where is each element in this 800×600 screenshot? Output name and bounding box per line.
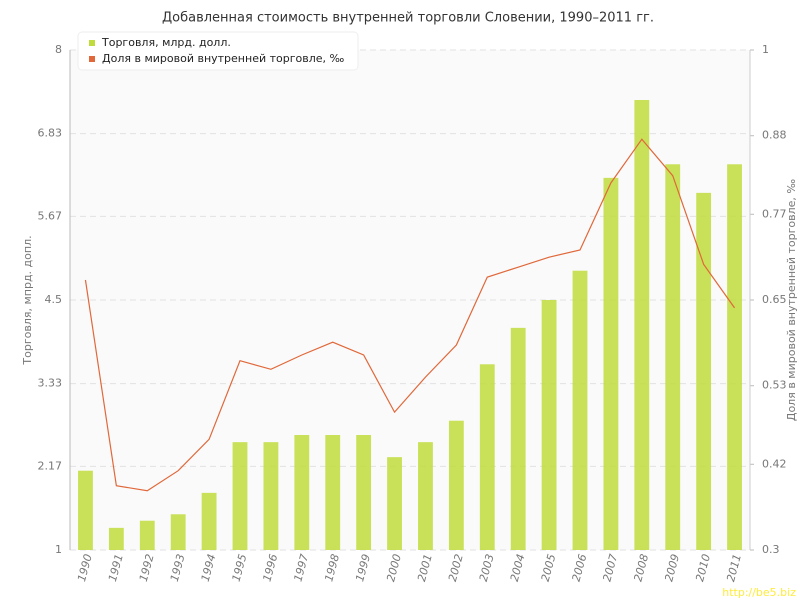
bar bbox=[696, 192, 712, 550]
x-tick-label: 2010 bbox=[693, 553, 713, 583]
x-tick-label: 1990 bbox=[75, 553, 95, 583]
y2-axis-label: Доля в мировой внутренней торговле, ‰ bbox=[785, 179, 798, 422]
y2-tick-label: 0.3 bbox=[762, 543, 780, 556]
x-tick-label: 1992 bbox=[137, 553, 157, 583]
x-tick-label: 1999 bbox=[353, 553, 373, 583]
bar bbox=[603, 177, 619, 550]
x-tick-label: 2003 bbox=[477, 553, 497, 583]
bar bbox=[170, 514, 186, 550]
bar bbox=[78, 470, 93, 550]
x-tick-label: 2011 bbox=[724, 553, 744, 583]
legend: Торговля, млрд. долл. Доля в мировой внут… bbox=[77, 31, 359, 71]
bar bbox=[294, 435, 310, 550]
x-tick-label: 2004 bbox=[508, 553, 528, 583]
bar bbox=[387, 457, 402, 550]
bar bbox=[325, 435, 341, 550]
y2-tick-label: 0.88 bbox=[762, 129, 787, 142]
y2-tick-label: 1 bbox=[762, 43, 769, 56]
bar bbox=[572, 270, 588, 550]
y-axis-label: Торговля, мпрд. допл. bbox=[21, 235, 34, 365]
bar bbox=[634, 100, 650, 550]
bar bbox=[541, 300, 557, 550]
y-tick-label: 5.67 bbox=[38, 209, 63, 222]
bar bbox=[232, 442, 248, 550]
x-tick-label: 2006 bbox=[570, 553, 590, 583]
x-tick-label: 1991 bbox=[106, 553, 126, 583]
x-tick-label: 1995 bbox=[230, 553, 250, 583]
bar bbox=[139, 520, 155, 550]
legend-label: Торговля, млрд. долл. bbox=[101, 36, 231, 49]
bar bbox=[510, 327, 526, 550]
y-tick-label: 6.83 bbox=[38, 127, 63, 140]
legend-label: Доля в мировой внутренней торговле, ‰ bbox=[102, 52, 345, 65]
y-tick-label: 2.17 bbox=[38, 459, 63, 472]
chart-title: Добавленная стоимость внутренней торговл… bbox=[162, 11, 654, 26]
y2-tick-label: 0.42 bbox=[762, 457, 787, 470]
y-tick-label: 8 bbox=[55, 43, 62, 56]
bar bbox=[263, 442, 279, 550]
x-tick-label: 2001 bbox=[415, 553, 435, 583]
x-tick-label: 1996 bbox=[261, 553, 281, 583]
bar bbox=[727, 164, 742, 551]
y2-tick-label: 0.53 bbox=[762, 379, 787, 392]
x-tick-label: 2000 bbox=[384, 553, 404, 583]
y-tick-label: 1 bbox=[55, 543, 62, 556]
y2-tick-label: 0.77 bbox=[762, 207, 787, 220]
x-tick-label: 1994 bbox=[199, 553, 219, 583]
bar bbox=[356, 435, 372, 550]
x-tick-label: 2008 bbox=[631, 553, 651, 583]
x-tick-label: 2009 bbox=[662, 553, 682, 583]
bar bbox=[448, 420, 464, 550]
bar bbox=[479, 364, 495, 550]
line bbox=[84, 138, 736, 492]
legend-swatch bbox=[89, 40, 95, 46]
x-tick-label: 2002 bbox=[446, 553, 466, 583]
bar bbox=[665, 164, 681, 551]
legend-swatch bbox=[89, 56, 95, 62]
legend-box bbox=[77, 31, 359, 71]
bar bbox=[418, 442, 433, 550]
bar bbox=[108, 527, 124, 550]
x-tick-label: 1997 bbox=[291, 553, 311, 583]
x-tick-label: 2005 bbox=[539, 553, 559, 583]
x-tick-label: 1993 bbox=[168, 553, 188, 583]
y-tick-label: 4.5 bbox=[45, 293, 63, 306]
x-tick-label: 1998 bbox=[322, 553, 342, 583]
x-tick-label: 2007 bbox=[601, 553, 621, 583]
watermark: http://be5.biz bbox=[722, 586, 796, 599]
bar bbox=[201, 492, 217, 550]
y2-tick-label: 0.65 bbox=[762, 293, 787, 306]
y-tick-label: 3.33 bbox=[38, 377, 63, 390]
